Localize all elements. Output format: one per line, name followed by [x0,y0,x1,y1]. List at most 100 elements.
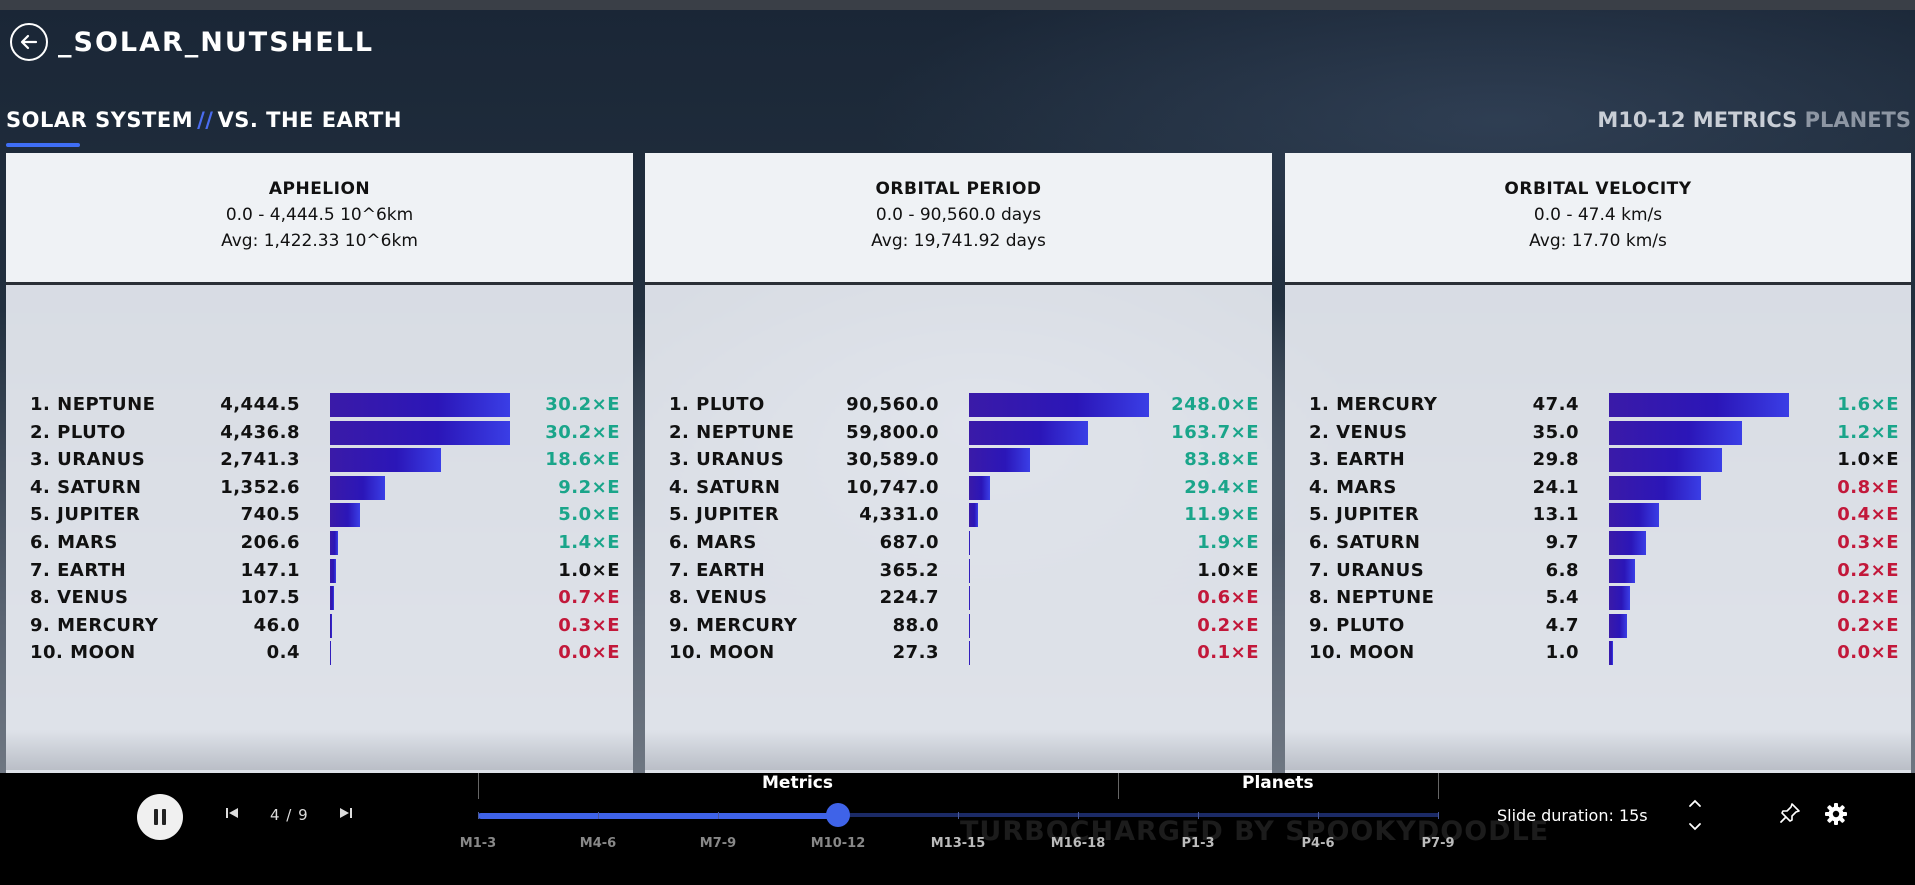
ranking-row: 1. NEPTUNE 4,444.5 30.2×E [30,390,620,418]
ranking-value: 30,589.0 [846,449,939,471]
panel-header: APHELION 0.0 - 4,444.5 10^6km Avg: 1,422… [6,153,633,285]
panel-header: ORBITAL VELOCITY 0.0 - 47.4 km/s Avg: 17… [1285,153,1911,285]
ranking-value: 46.0 [253,614,300,636]
ranking-list: 1. MERCURY 47.4 1.6×E 2. VENUS 35.0 1.2×E 3. E… [1309,390,1899,666]
slide-progress-thumb[interactable] [826,803,850,827]
ranking-ratio: 11.9×E [1184,504,1259,526]
ranking-ratio: 0.3×E [558,614,620,636]
ranking-list: 1. NEPTUNE 4,444.5 30.2×E 2. PLUTO 4,436.8 30… [30,390,620,666]
panel-body: 1. MERCURY 47.4 1.6×E 2. VENUS 35.0 1.2×E 3. E… [1285,285,1911,770]
ranking-name: 3. EARTH [1309,449,1406,471]
ranking-ratio: 0.2×E [1837,559,1899,581]
panel-body: 1. NEPTUNE 4,444.5 30.2×E 2. PLUTO 4,436.8 30… [6,285,633,770]
chevron-down-icon [1689,823,1701,831]
ranking-bar [1609,448,1723,473]
panel-title: ORBITAL PERIOD [875,178,1042,199]
ranking-value: 4,444.5 [220,394,300,415]
ranking-name: 1. PLUTO [669,394,765,415]
ranking-name: 3. URANUS [30,449,146,471]
ranking-bar [330,641,331,666]
progress-tick [478,812,479,819]
ranking-name: 5. JUPITER [1309,504,1420,526]
ranking-ratio: 0.0×E [1837,642,1899,664]
ranking-ratio: 0.0×E [558,642,620,664]
ranking-value: 6.8 [1545,559,1579,581]
ranking-name: 2. NEPTUNE [669,421,795,443]
panel-range: 0.0 - 47.4 km/s [1533,204,1663,225]
panel-fade [645,730,1272,770]
chevron-up-icon [1689,799,1701,807]
ranking-bar [330,530,339,555]
ranking-bar [1609,393,1789,417]
decrease-duration-button[interactable] [1688,817,1702,836]
ranking-value: 107.5 [240,587,300,609]
ranking-ratio: 1.9×E [1197,531,1259,553]
previous-slide-button[interactable] [224,805,240,825]
progress-tick-label[interactable]: P1-3 [1181,836,1215,851]
ranking-bar [969,503,978,528]
pause-button[interactable] [137,794,183,840]
ranking-row: 1. PLUTO 90,560.0 248.0×E [669,390,1259,418]
ranking-row: 9. MERCURY 46.0 0.3×E [30,611,620,639]
ranking-bar [969,558,970,583]
ranking-row: 6. SATURN 9.7 0.3×E [1309,528,1899,556]
ranking-ratio: 0.2×E [1837,587,1899,609]
section-title-separator: // [197,108,214,132]
ranking-row: 10. MOON 1.0 0.0×E [1309,638,1899,666]
ranking-row: 5. JUPITER 4,331.0 11.9×E [669,500,1259,528]
ranking-value: 4.7 [1545,614,1579,636]
ranking-value: 90,560.0 [846,394,939,415]
ranking-value: 2,741.3 [220,449,300,471]
progress-tick-label[interactable]: P4-6 [1301,836,1335,851]
progress-tick-label[interactable]: M13-15 [930,836,986,851]
ranking-ratio: 83.8×E [1184,449,1259,471]
ranking-ratio: 0.8×E [1837,476,1899,498]
ranking-row: 3. URANUS 2,741.3 18.6×E [30,445,620,473]
panel-range: 0.0 - 4,444.5 10^6km [225,204,414,225]
group-label-planets[interactable]: Planets [1242,773,1314,793]
progress-tick-label[interactable]: M1-3 [459,836,497,851]
ranking-ratio: 30.2×E [545,421,620,443]
panel-average: Avg: 1,422.33 10^6km [221,230,418,251]
pin-button[interactable] [1778,801,1802,829]
ranking-name: 4. MARS [1309,476,1397,498]
increase-duration-button[interactable] [1688,793,1702,812]
progress-tick-label[interactable]: M4-6 [579,836,617,851]
slide-progress-fill [478,813,838,819]
ranking-bar [969,613,970,638]
ranking-name: 6. MARS [669,531,757,553]
arrow-left-icon [20,34,38,50]
ranking-bar [1609,530,1646,555]
progress-tick-label[interactable]: M10-12 [810,836,866,851]
settings-button[interactable] [1823,801,1849,831]
group-label-metrics[interactable]: Metrics [762,773,833,793]
playback-footer: 4 / 9 Metrics Planets TURBOCHARGED BY SP… [0,773,1915,885]
progress-tick [1078,812,1079,819]
ranking-bar [1609,613,1627,638]
ranking-bar [1609,641,1613,666]
progress-tick [1438,812,1439,819]
ranking-name: 10. MOON [669,642,775,664]
progress-tick-label[interactable]: M16-18 [1050,836,1106,851]
ranking-ratio: 0.6×E [1197,587,1259,609]
ranking-ratio: 1.2×E [1837,421,1899,443]
ranking-value: 147.1 [240,559,300,581]
ranking-name: 7. EARTH [669,559,766,581]
next-slide-button[interactable] [338,805,354,825]
ranking-name: 5. JUPITER [669,504,780,526]
ranking-value: 0.4 [266,642,300,664]
progress-tick-label[interactable]: P7-9 [1421,836,1455,851]
progress-tick [1198,812,1199,819]
progress-tick-label[interactable]: M7-9 [699,836,737,851]
ranking-row: 7. EARTH 147.1 1.0×E [30,556,620,584]
ranking-value: 1,352.6 [220,476,300,498]
ranking-name: 9. MERCURY [30,614,159,636]
ranking-name: 4. SATURN [30,476,142,498]
ranking-row: 5. JUPITER 13.1 0.4×E [1309,500,1899,528]
ranking-name: 8. NEPTUNE [1309,587,1435,609]
panel-body: 1. PLUTO 90,560.0 248.0×E 2. NEPTUNE 59,800.… [645,285,1272,770]
ranking-row: 6. MARS 206.6 1.4×E [30,528,620,556]
ranking-ratio: 0.7×E [558,587,620,609]
back-button[interactable] [10,23,48,61]
ranking-value: 740.5 [240,504,300,526]
